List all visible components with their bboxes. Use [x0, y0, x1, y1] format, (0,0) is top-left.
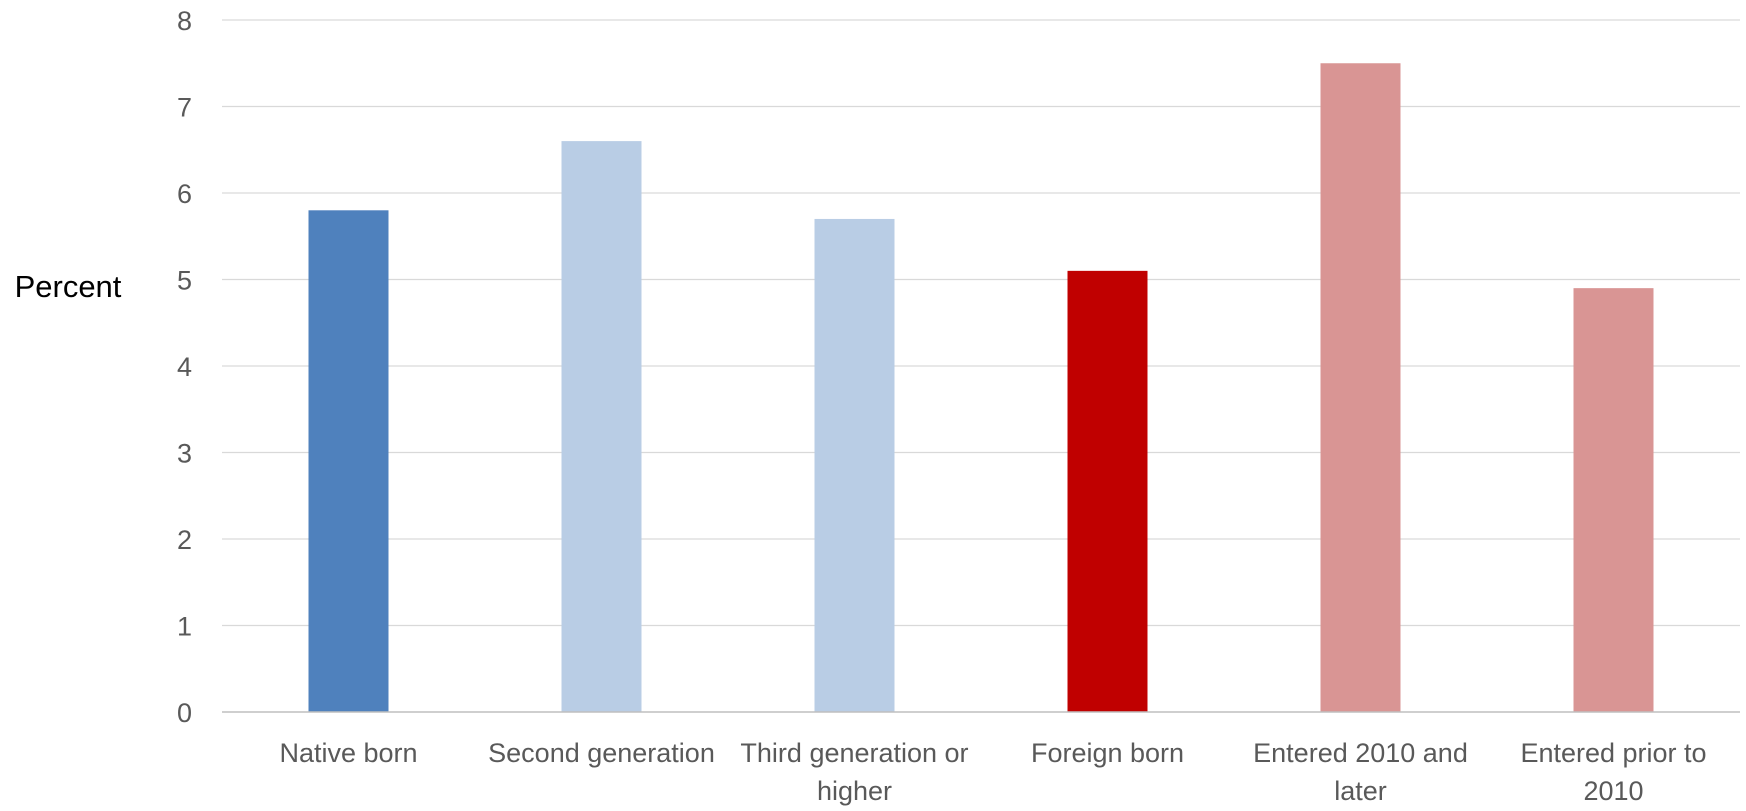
- gridlines: [222, 19, 1740, 627]
- x-axis-labels: Native born Second generation Third genera…: [279, 738, 1706, 806]
- y-tick-label: 6: [177, 179, 192, 209]
- x-category-label: Third generation or higher: [740, 738, 968, 806]
- y-tick-label: 7: [177, 93, 192, 123]
- y-tick-label: 8: [177, 6, 192, 36]
- x-category-label: Native born: [279, 738, 417, 768]
- y-tick-label: 5: [177, 266, 192, 296]
- y-tick-label: 3: [177, 439, 192, 469]
- y-tick-label: 0: [177, 698, 192, 728]
- bar: [1320, 63, 1401, 712]
- bar: [1067, 270, 1148, 712]
- x-category-label: Entered prior to 2010: [1520, 738, 1706, 806]
- y-axis-ticks: 0 1 2 3 4 5 6 7 8: [177, 6, 192, 728]
- bars: [308, 63, 1654, 713]
- y-tick-label: 1: [177, 612, 192, 642]
- y-axis-title: Percent: [15, 269, 122, 304]
- x-category-label: Foreign born: [1031, 738, 1184, 768]
- y-tick-label: 2: [177, 525, 192, 555]
- bar: [308, 210, 389, 713]
- bar: [1573, 288, 1654, 712]
- x-category-label: Second generation: [488, 738, 715, 768]
- bar: [561, 141, 642, 713]
- y-tick-label: 4: [177, 352, 192, 382]
- bar: [814, 218, 895, 712]
- x-category-label: Entered 2010 and later: [1253, 738, 1468, 806]
